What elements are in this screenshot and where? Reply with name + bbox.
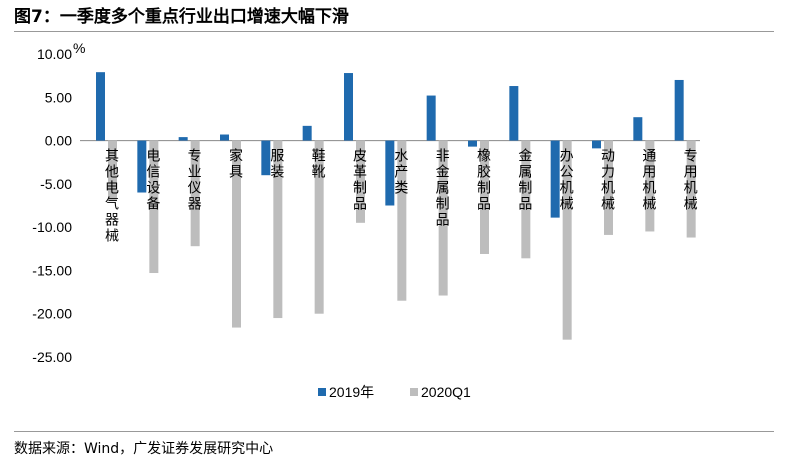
bar-2020q1 xyxy=(149,140,159,274)
category-label: 办公机械 xyxy=(560,149,574,213)
bar-2019 xyxy=(592,140,601,149)
category-label: 服装 xyxy=(270,149,284,181)
bar-2019 xyxy=(302,125,312,141)
export-growth-bar-chart: 10.00 5.00 0.00 -5.00 -10.00 -15.00 -20.00 -25.… xyxy=(32,40,700,400)
bar-2019 xyxy=(96,72,105,141)
category-label: 通用机械 xyxy=(642,149,656,213)
bar-2019 xyxy=(550,140,560,218)
y-tick-label: -15.00 xyxy=(32,262,72,278)
bar-2020q1 xyxy=(397,140,407,301)
bar-2020q1 xyxy=(562,140,572,340)
bar-2019 xyxy=(426,95,436,141)
bar-2020q1 xyxy=(686,140,696,238)
category-label: 鞋靴 xyxy=(312,149,326,181)
figure-title: 图7：一季度多个重点行业出口增速大幅下滑 xyxy=(14,7,349,27)
source-note: 数据来源：Wind，广发证券发展研究中心 xyxy=(14,441,274,457)
bar-2019 xyxy=(385,140,395,206)
bar-2020q1 xyxy=(314,140,324,314)
y-tick-label: -10.00 xyxy=(32,219,72,235)
bar-2020q1 xyxy=(645,140,655,232)
legend-label: 2020Q1 xyxy=(421,384,471,400)
title-divider xyxy=(14,31,774,32)
category-label: 电信设备 xyxy=(146,149,160,213)
legend-swatch xyxy=(410,388,418,396)
bar-2020q1 xyxy=(232,140,241,328)
category-label: 专业仪器 xyxy=(188,149,202,213)
y-unit-label: % xyxy=(73,40,85,56)
y-tick-label: 0.00 xyxy=(45,133,72,149)
bar-2019 xyxy=(137,140,147,193)
bar-2019 xyxy=(344,73,353,141)
bar-2019 xyxy=(261,140,271,176)
category-label: 家具 xyxy=(229,148,243,181)
bar-2020q1 xyxy=(273,140,283,319)
bar-2020q1 xyxy=(521,140,531,259)
footer-divider xyxy=(14,431,774,432)
bar-2020q1 xyxy=(438,140,448,296)
bar-2019 xyxy=(674,79,684,141)
legend-swatch xyxy=(318,388,326,396)
category-label: 金属制品 xyxy=(518,149,532,213)
category-label: 动力机械 xyxy=(601,149,615,213)
bar-2020q1 xyxy=(190,140,200,247)
category-label: 专用机械 xyxy=(684,149,698,213)
bar-2020q1 xyxy=(480,140,489,254)
category-label: 水产类 xyxy=(394,149,408,197)
bar-2020q1 xyxy=(356,140,365,223)
category-label: 其他电气器械 xyxy=(105,149,119,245)
y-tick-label: -25.00 xyxy=(32,349,72,365)
y-tick-label: -5.00 xyxy=(40,176,72,192)
bar-2019 xyxy=(220,134,229,141)
category-label: 皮革制品 xyxy=(353,149,367,213)
bar-2019 xyxy=(468,140,477,147)
bar-2019 xyxy=(509,86,519,141)
y-tick-label: -20.00 xyxy=(32,306,72,322)
y-tick-label: 5.00 xyxy=(45,89,72,105)
category-label: 橡胶制品 xyxy=(477,149,491,213)
bar-2020q1 xyxy=(604,140,613,235)
bar-2019 xyxy=(178,137,188,141)
y-tick-label: 10.00 xyxy=(37,46,72,62)
legend-label: 2019年 xyxy=(329,384,374,400)
category-label: 非金属制品 xyxy=(436,149,450,229)
bar-2020q1 xyxy=(108,140,117,202)
bar-2019 xyxy=(633,117,643,141)
